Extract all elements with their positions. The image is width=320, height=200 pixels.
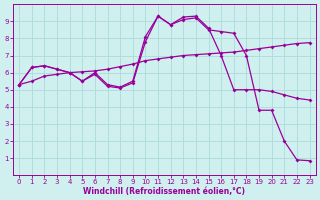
X-axis label: Windchill (Refroidissement éolien,°C): Windchill (Refroidissement éolien,°C) [83,187,245,196]
